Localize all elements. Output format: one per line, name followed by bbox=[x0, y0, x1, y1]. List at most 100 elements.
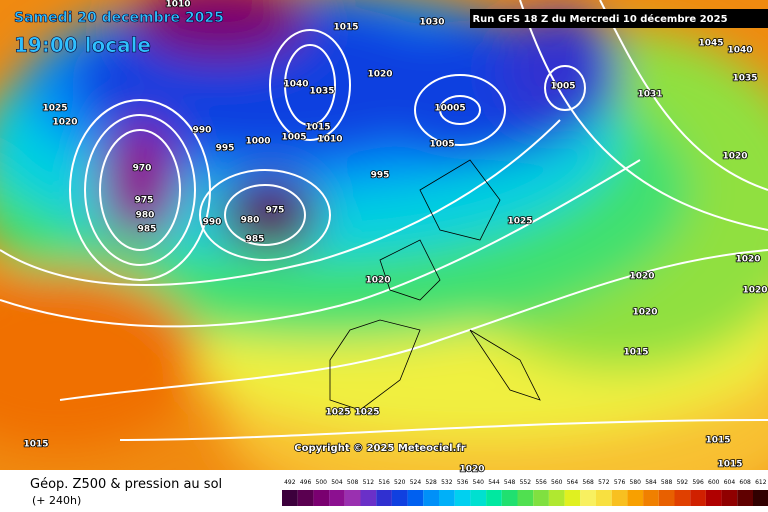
isobar-label: 1015 bbox=[333, 23, 358, 33]
isobar-label: 1005 bbox=[550, 82, 575, 92]
isobar-label: 985 bbox=[246, 235, 265, 245]
isobar-label: 1020 bbox=[735, 255, 760, 265]
scale-label: 536 bbox=[457, 479, 469, 486]
isobar-label: 1020 bbox=[52, 118, 77, 128]
scale-swatch bbox=[643, 490, 659, 506]
scale-label: 520 bbox=[394, 479, 406, 486]
isobar-label: 1015 bbox=[623, 348, 648, 358]
isobar-label: 990 bbox=[203, 218, 222, 228]
copyright: Copyright © 2025 Meteociel.fr bbox=[294, 443, 465, 454]
scale-swatch bbox=[737, 490, 753, 506]
isobar-label: 1040 bbox=[727, 46, 752, 56]
scale-swatch bbox=[564, 490, 581, 506]
isobar-label: 975 bbox=[266, 206, 285, 216]
scale-swatch bbox=[376, 490, 392, 506]
scale-label: 572 bbox=[598, 479, 610, 486]
scale-swatch bbox=[391, 490, 408, 506]
scale-swatch bbox=[297, 490, 314, 506]
isobar-label: 1015 bbox=[23, 440, 48, 450]
isobar-label: 1010 bbox=[317, 135, 342, 145]
isobar-label: 1025 bbox=[354, 408, 379, 418]
isobar-label: 1005 bbox=[281, 133, 306, 143]
scale-swatch bbox=[344, 490, 361, 506]
scale-swatch bbox=[705, 490, 722, 506]
scale-label: 552 bbox=[520, 479, 532, 486]
isobar-label: 10005 bbox=[434, 104, 465, 114]
scale-swatch bbox=[423, 490, 439, 506]
isobar-label: 1031 bbox=[637, 90, 662, 100]
scale-label: 592 bbox=[677, 479, 689, 486]
scale-swatch bbox=[360, 490, 377, 506]
scale-label: 612 bbox=[755, 479, 767, 486]
scale-swatch bbox=[533, 490, 549, 506]
scale-swatch bbox=[407, 490, 424, 506]
isobar-label: 1020 bbox=[632, 308, 657, 318]
isobar-label: 1015 bbox=[305, 123, 330, 133]
footer-lead: (+ 240h) bbox=[32, 494, 81, 507]
isobar-label: 1020 bbox=[722, 152, 747, 162]
isobar-label: 1020 bbox=[367, 70, 392, 80]
scale-label: 568 bbox=[582, 479, 594, 486]
scale-label: 508 bbox=[347, 479, 359, 486]
scale-swatch bbox=[329, 490, 345, 506]
date-label: Samedi 20 decembre 2025 bbox=[14, 10, 224, 26]
isobar-label: 1045 bbox=[698, 39, 723, 49]
scale-label: 576 bbox=[614, 479, 626, 486]
isobar-label: 995 bbox=[216, 144, 235, 154]
scale-label: 604 bbox=[724, 479, 736, 486]
scale-label: 524 bbox=[410, 479, 422, 486]
scale-label: 504 bbox=[331, 479, 343, 486]
scale-swatch bbox=[753, 490, 768, 506]
scale-swatch bbox=[596, 490, 612, 506]
scale-swatch bbox=[470, 490, 487, 506]
scale-label: 560 bbox=[551, 479, 563, 486]
scale-swatch bbox=[313, 490, 330, 506]
scale-label: 556 bbox=[535, 479, 547, 486]
isobar-label: 1025 bbox=[42, 104, 67, 114]
isobar-label: 1035 bbox=[309, 87, 334, 97]
scale-swatch bbox=[548, 490, 565, 506]
isobar-label: 1025 bbox=[507, 217, 532, 227]
scale-label: 600 bbox=[708, 479, 720, 486]
isobar-label: 1030 bbox=[419, 18, 444, 28]
time-label: 19:00 locale bbox=[14, 33, 151, 57]
isobar-label: 1000 bbox=[245, 137, 270, 147]
isobar-label: 985 bbox=[138, 225, 157, 235]
scale-label: 512 bbox=[363, 479, 375, 486]
scale-label: 528 bbox=[425, 479, 437, 486]
isobar-label: 970 bbox=[133, 164, 152, 174]
scale-swatch bbox=[501, 490, 518, 506]
scale-swatch bbox=[658, 490, 675, 506]
run-label: Run GFS 18 Z du Mercredi 10 décembre 202… bbox=[472, 13, 727, 25]
scale-label: 540 bbox=[473, 479, 485, 486]
scale-swatch bbox=[627, 490, 644, 506]
scale-swatch bbox=[517, 490, 534, 506]
footer-title: Géop. Z500 & pression au sol bbox=[30, 477, 222, 492]
isobar-label: 1015 bbox=[717, 460, 742, 470]
isobar-label: 980 bbox=[136, 211, 155, 221]
isobar-label: 995 bbox=[371, 171, 390, 181]
scale-swatch bbox=[611, 490, 628, 506]
scale-label: 564 bbox=[567, 479, 579, 486]
scale-label: 548 bbox=[504, 479, 516, 486]
scale-label: 516 bbox=[378, 479, 390, 486]
scale-swatch bbox=[721, 490, 738, 506]
scale-swatch bbox=[674, 490, 691, 506]
isobar-label: 1020 bbox=[742, 286, 767, 296]
scale-label: 608 bbox=[739, 479, 751, 486]
scale-label: 596 bbox=[692, 479, 704, 486]
scale-label: 544 bbox=[488, 479, 500, 486]
isobar-label: 980 bbox=[241, 216, 260, 226]
isobar-label: 990 bbox=[193, 126, 212, 136]
scale-swatch bbox=[282, 490, 298, 506]
scale-label: 496 bbox=[300, 479, 312, 486]
scale-swatch bbox=[439, 490, 455, 506]
scale-swatch bbox=[690, 490, 706, 506]
isobar-label: 1005 bbox=[429, 140, 454, 150]
scale-swatch bbox=[486, 490, 502, 506]
scale-swatch bbox=[454, 490, 471, 506]
isobar-label: 975 bbox=[135, 196, 154, 206]
isobar-label: 1040 bbox=[283, 80, 308, 90]
